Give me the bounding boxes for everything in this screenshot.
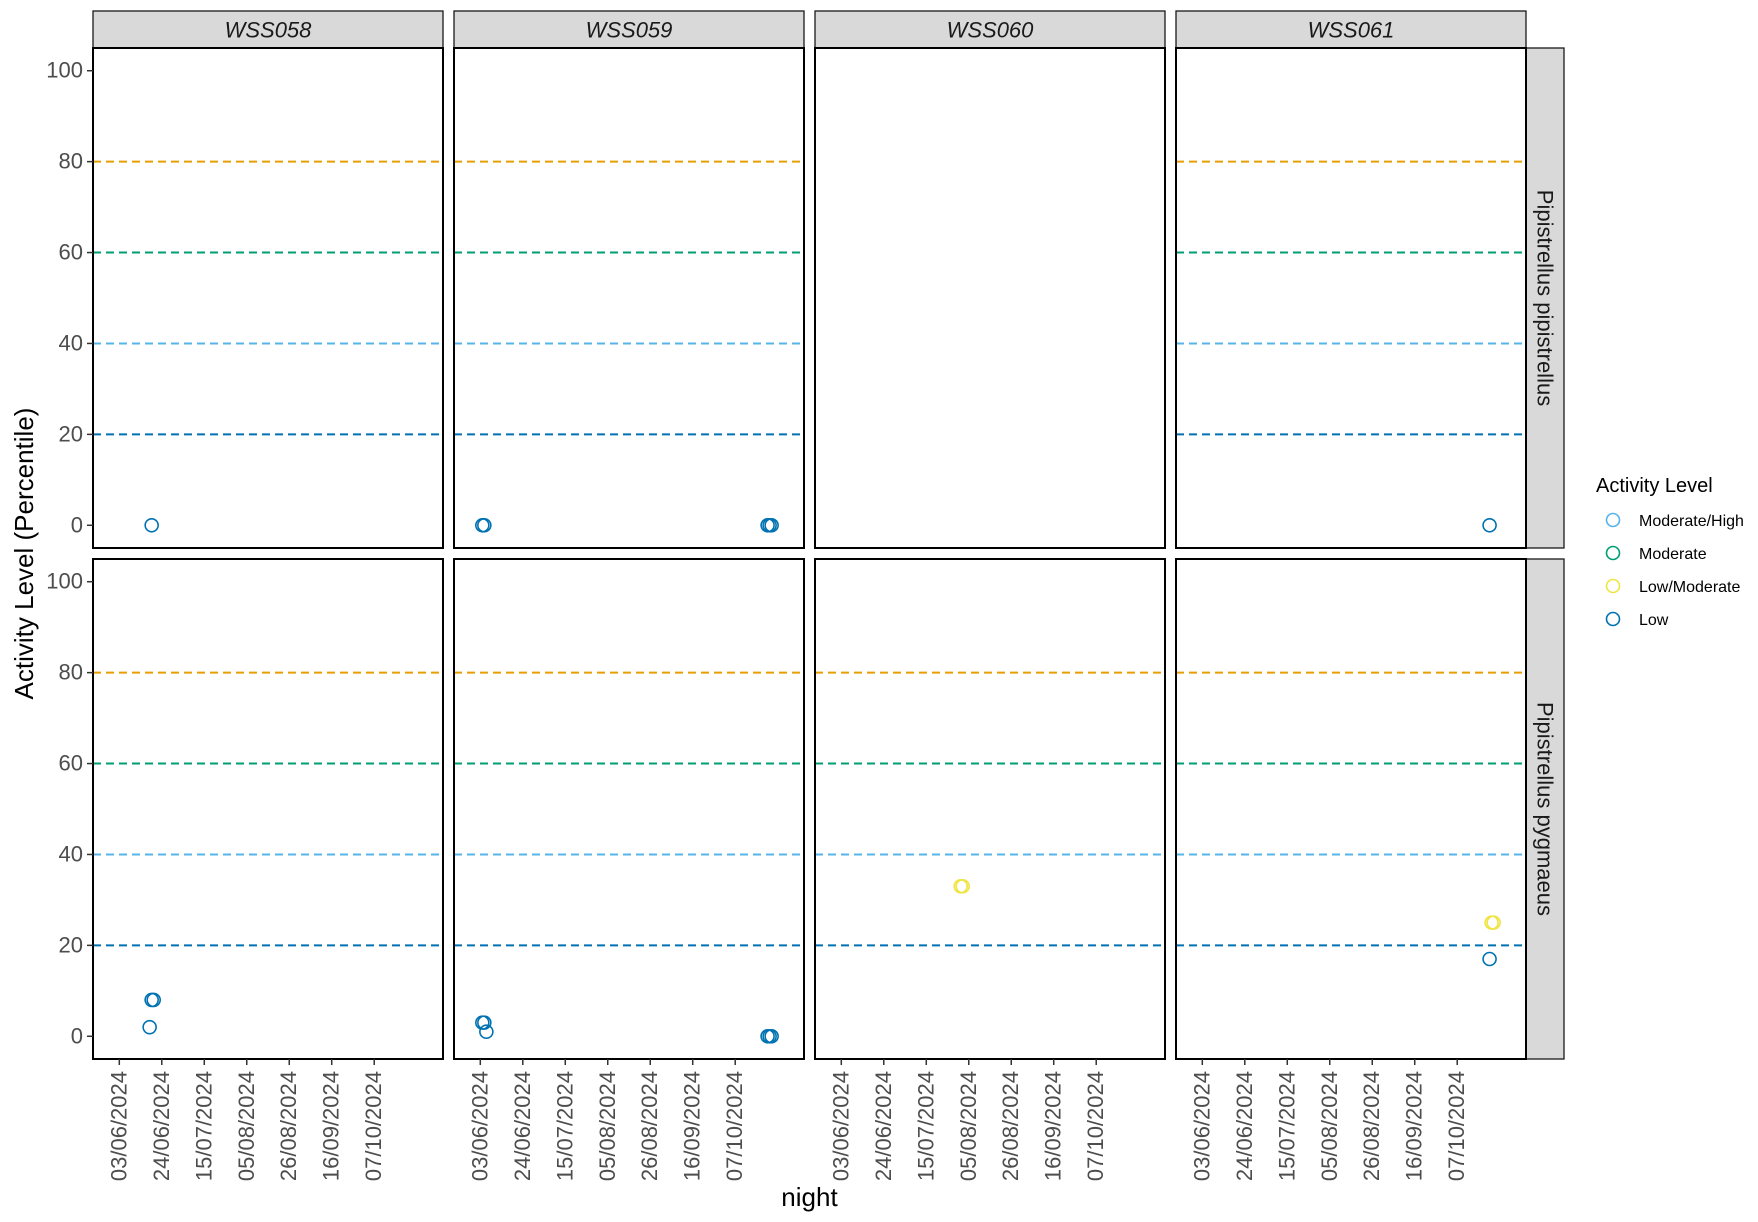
x-tick-label: 16/09/2024 bbox=[1041, 1071, 1066, 1181]
panel-border bbox=[93, 48, 443, 548]
x-tick-label: 15/07/2024 bbox=[913, 1071, 938, 1181]
x-axis-title: night bbox=[781, 1182, 838, 1212]
x-tick-label: 03/06/2024 bbox=[828, 1071, 853, 1181]
panel-border bbox=[1176, 559, 1526, 1059]
y-tick-label: 20 bbox=[59, 421, 83, 446]
legend-key bbox=[1607, 547, 1620, 560]
panel-border bbox=[1176, 48, 1526, 548]
x-tick-label: 26/08/2024 bbox=[276, 1071, 301, 1181]
x-tick-label: 07/10/2024 bbox=[1444, 1071, 1469, 1181]
y-tick-label: 40 bbox=[59, 330, 83, 355]
x-tick-label: 05/08/2024 bbox=[234, 1071, 259, 1181]
x-tick-label: 24/06/2024 bbox=[149, 1071, 174, 1181]
legend-key bbox=[1607, 613, 1620, 626]
strip-label-wss060: WSS060 bbox=[947, 18, 1035, 43]
strip-label-species: Pipistrellus pygmaeus bbox=[1533, 702, 1558, 916]
y-tick-label: 20 bbox=[59, 932, 83, 957]
y-axis-title: Activity Level (Percentile) bbox=[9, 408, 39, 700]
x-tick-label: 16/09/2024 bbox=[1402, 1071, 1427, 1181]
x-tick-label: 07/10/2024 bbox=[1083, 1071, 1108, 1181]
y-tick-label: 100 bbox=[46, 569, 83, 594]
legend-label: Moderate/High bbox=[1639, 513, 1744, 530]
x-tick-label: 16/09/2024 bbox=[319, 1071, 344, 1181]
data-point bbox=[145, 519, 158, 532]
y-tick-label: 40 bbox=[59, 841, 83, 866]
x-tick-label: 24/06/2024 bbox=[510, 1071, 535, 1181]
y-tick-label: 80 bbox=[59, 149, 83, 174]
legend-label: Moderate bbox=[1639, 546, 1707, 563]
x-tick-label: 15/07/2024 bbox=[1274, 1071, 1299, 1181]
strip-label-wss061: WSS061 bbox=[1308, 18, 1395, 43]
y-tick-label: 100 bbox=[46, 58, 83, 83]
strip-label-wss059: WSS059 bbox=[586, 18, 673, 43]
legend-key bbox=[1607, 514, 1620, 527]
x-tick-label: 26/08/2024 bbox=[1359, 1071, 1384, 1181]
y-tick-label: 60 bbox=[59, 751, 83, 776]
x-tick-label: 05/08/2024 bbox=[956, 1071, 981, 1181]
legend-label: Low bbox=[1639, 612, 1669, 629]
data-point bbox=[1483, 953, 1496, 966]
x-tick-label: 05/08/2024 bbox=[595, 1071, 620, 1181]
y-tick-label: 0 bbox=[71, 512, 83, 537]
panel-border bbox=[454, 48, 804, 548]
x-tick-label: 03/06/2024 bbox=[1189, 1071, 1214, 1181]
x-tick-label: 05/08/2024 bbox=[1317, 1071, 1342, 1181]
x-tick-label: 15/07/2024 bbox=[552, 1071, 577, 1181]
data-point bbox=[143, 1021, 156, 1034]
y-tick-label: 60 bbox=[59, 240, 83, 265]
legend-key bbox=[1607, 580, 1620, 593]
x-tick-label: 26/08/2024 bbox=[998, 1071, 1023, 1181]
data-point bbox=[1483, 519, 1496, 532]
x-tick-label: 07/10/2024 bbox=[361, 1071, 386, 1181]
x-tick-label: 07/10/2024 bbox=[722, 1071, 747, 1181]
legend-title: Activity Level bbox=[1596, 475, 1713, 497]
x-tick-label: 03/06/2024 bbox=[467, 1071, 492, 1181]
x-tick-label: 03/06/2024 bbox=[106, 1071, 131, 1181]
x-tick-label: 26/08/2024 bbox=[637, 1071, 662, 1181]
strip-label-species: Pipistrellus pipistrellus bbox=[1533, 190, 1558, 406]
legend-label: Low/Moderate bbox=[1639, 579, 1740, 596]
x-tick-label: 24/06/2024 bbox=[1232, 1071, 1257, 1181]
panel-border bbox=[93, 559, 443, 1059]
panel-border bbox=[815, 559, 1165, 1059]
x-tick-label: 16/09/2024 bbox=[680, 1071, 705, 1181]
y-tick-label: 0 bbox=[71, 1023, 83, 1048]
panel-border bbox=[454, 559, 804, 1059]
x-tick-label: 24/06/2024 bbox=[871, 1071, 896, 1181]
y-tick-label: 80 bbox=[59, 660, 83, 685]
strip-label-wss058: WSS058 bbox=[225, 18, 313, 43]
x-tick-label: 15/07/2024 bbox=[191, 1071, 216, 1181]
panel-border bbox=[815, 48, 1165, 548]
